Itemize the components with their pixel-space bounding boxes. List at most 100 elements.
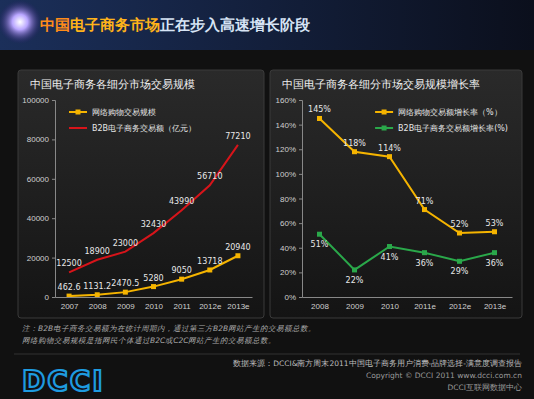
x-tick: 2010 — [381, 302, 399, 311]
y-tick: 80000 — [27, 135, 55, 144]
page-title-part: 电子商务市场 — [70, 16, 160, 34]
data-label: 43990 — [169, 197, 194, 206]
y-tick: 120% — [276, 145, 302, 154]
tick-mark — [52, 100, 55, 101]
legend-item: 网络购物交易额增长率（%） — [375, 108, 502, 117]
slide: 中国电子商务市场正在步入高速增长阶段中国电子商务各细分市场交易规模0200004… — [0, 0, 534, 399]
chart-panel — [270, 70, 522, 318]
tick-label: 140% — [276, 121, 296, 130]
data-label: 20940 — [225, 243, 250, 252]
y-tick: 80% — [280, 195, 302, 204]
marker — [352, 149, 357, 154]
axis-line — [56, 297, 253, 298]
plot-marks — [67, 145, 241, 297]
marker — [151, 284, 156, 289]
tick-mark — [52, 218, 55, 219]
legend-label: B2B电子商务交易额增长率(%) — [398, 124, 508, 133]
marker — [492, 250, 497, 255]
tick-label: 2012e — [199, 302, 222, 311]
data-label: 22% — [346, 276, 364, 285]
series-line — [320, 234, 495, 270]
data-label: 52% — [451, 220, 469, 229]
header-glow — [0, 0, 42, 44]
data-label: 18900 — [84, 247, 109, 256]
axis-line — [52, 101, 56, 298]
tick-label: 80% — [280, 195, 296, 204]
tick-label: 2013e — [484, 302, 507, 311]
data-label: 118% — [343, 139, 366, 148]
tick-label: 2007 — [61, 302, 79, 311]
series-line — [320, 118, 495, 233]
chart-title: 中国电子商务各细分市场交易规模增长率 — [282, 78, 480, 90]
data-label: 2470.5 — [111, 279, 139, 288]
y-tick: 60% — [280, 219, 302, 228]
data-label: 71% — [416, 197, 434, 206]
x-tick: 2010 — [145, 302, 163, 311]
x-axis: 2007 2008 2009 2010 2011 2012e 2013e — [56, 298, 253, 311]
x-tick: 2013e — [227, 302, 250, 311]
marker — [352, 267, 357, 272]
marker — [123, 290, 128, 295]
data-label: 77210 — [225, 132, 250, 141]
marker — [235, 253, 240, 258]
y-tick: 40% — [280, 244, 302, 253]
tick-label: 2012e — [449, 302, 472, 311]
x-tick: 2012e — [199, 302, 222, 311]
legend-marker — [382, 110, 387, 115]
tick-label: 100% — [276, 170, 296, 179]
y-tick: 20% — [280, 268, 302, 277]
data-label: 56710 — [197, 172, 222, 181]
legend: 网络购物交易额增长率（%） B2B电子商务交易额增长率(%) — [375, 108, 508, 133]
marker — [422, 207, 427, 212]
data-label: 32430 — [141, 220, 166, 229]
data-label: 1131.2 — [83, 282, 111, 291]
data-label: 145% — [308, 105, 331, 114]
data-label: 12500 — [56, 259, 81, 268]
x-tick: 2011e — [414, 302, 436, 311]
plot-marks — [317, 116, 497, 272]
tick-label: 60000 — [27, 175, 50, 184]
marker — [387, 154, 392, 159]
data-label: 462.6 — [58, 283, 81, 292]
data-label: 36% — [416, 259, 434, 268]
source: 数据来源：DCCI&南方周末2011中国电子商务用户消费-品牌选择-满意度调查报… — [233, 359, 522, 368]
y-tick: 100000 — [22, 96, 55, 105]
tick-label: 2008 — [89, 302, 107, 311]
data-label: 5280 — [143, 274, 163, 283]
tick-label: 2011 — [174, 302, 192, 311]
marker — [207, 267, 212, 272]
tick-label: 20% — [280, 268, 296, 277]
tick-label: 2008 — [311, 302, 329, 311]
x-tick: 2012e — [449, 302, 472, 311]
tick-label: 120% — [276, 145, 296, 154]
y-tick: 60000 — [27, 175, 55, 184]
tick-label: 2010 — [381, 302, 399, 311]
tick-label: 2009 — [117, 302, 135, 311]
tick-label: 2010 — [145, 302, 163, 311]
legend-label: 网络购物交易额增长率（%） — [398, 108, 502, 117]
tick-mark — [299, 297, 302, 298]
data-labels: 462.61131.22470.552809050137182094012500… — [56, 132, 250, 292]
legend-marker — [76, 110, 81, 115]
tick-label: 2009 — [346, 302, 364, 311]
axis-line — [303, 297, 513, 298]
tick-mark — [52, 179, 55, 180]
x-tick: 2013e — [484, 302, 507, 311]
y-axis: 020000400006000080000100000 — [22, 96, 55, 302]
x-tick: 2008 — [89, 302, 107, 311]
y-tick: 140% — [276, 121, 302, 130]
tick-mark — [299, 100, 302, 101]
tick-label: 20000 — [27, 254, 50, 263]
tick-mark — [299, 174, 302, 175]
y-tick: 20000 — [27, 254, 55, 263]
x-tick: 2009 — [346, 302, 364, 311]
x-tick: 2007 — [61, 302, 79, 311]
legend: 网络购物交易规模B2B电子商务交易额（亿元） — [69, 108, 196, 133]
data-label: 51% — [311, 240, 329, 249]
marker — [179, 277, 184, 282]
tick-mark — [52, 258, 55, 259]
y-tick: 100% — [276, 170, 302, 179]
tick-mark — [299, 199, 302, 200]
x-tick: 2008 — [311, 302, 329, 311]
y-tick: 0 — [45, 293, 55, 302]
